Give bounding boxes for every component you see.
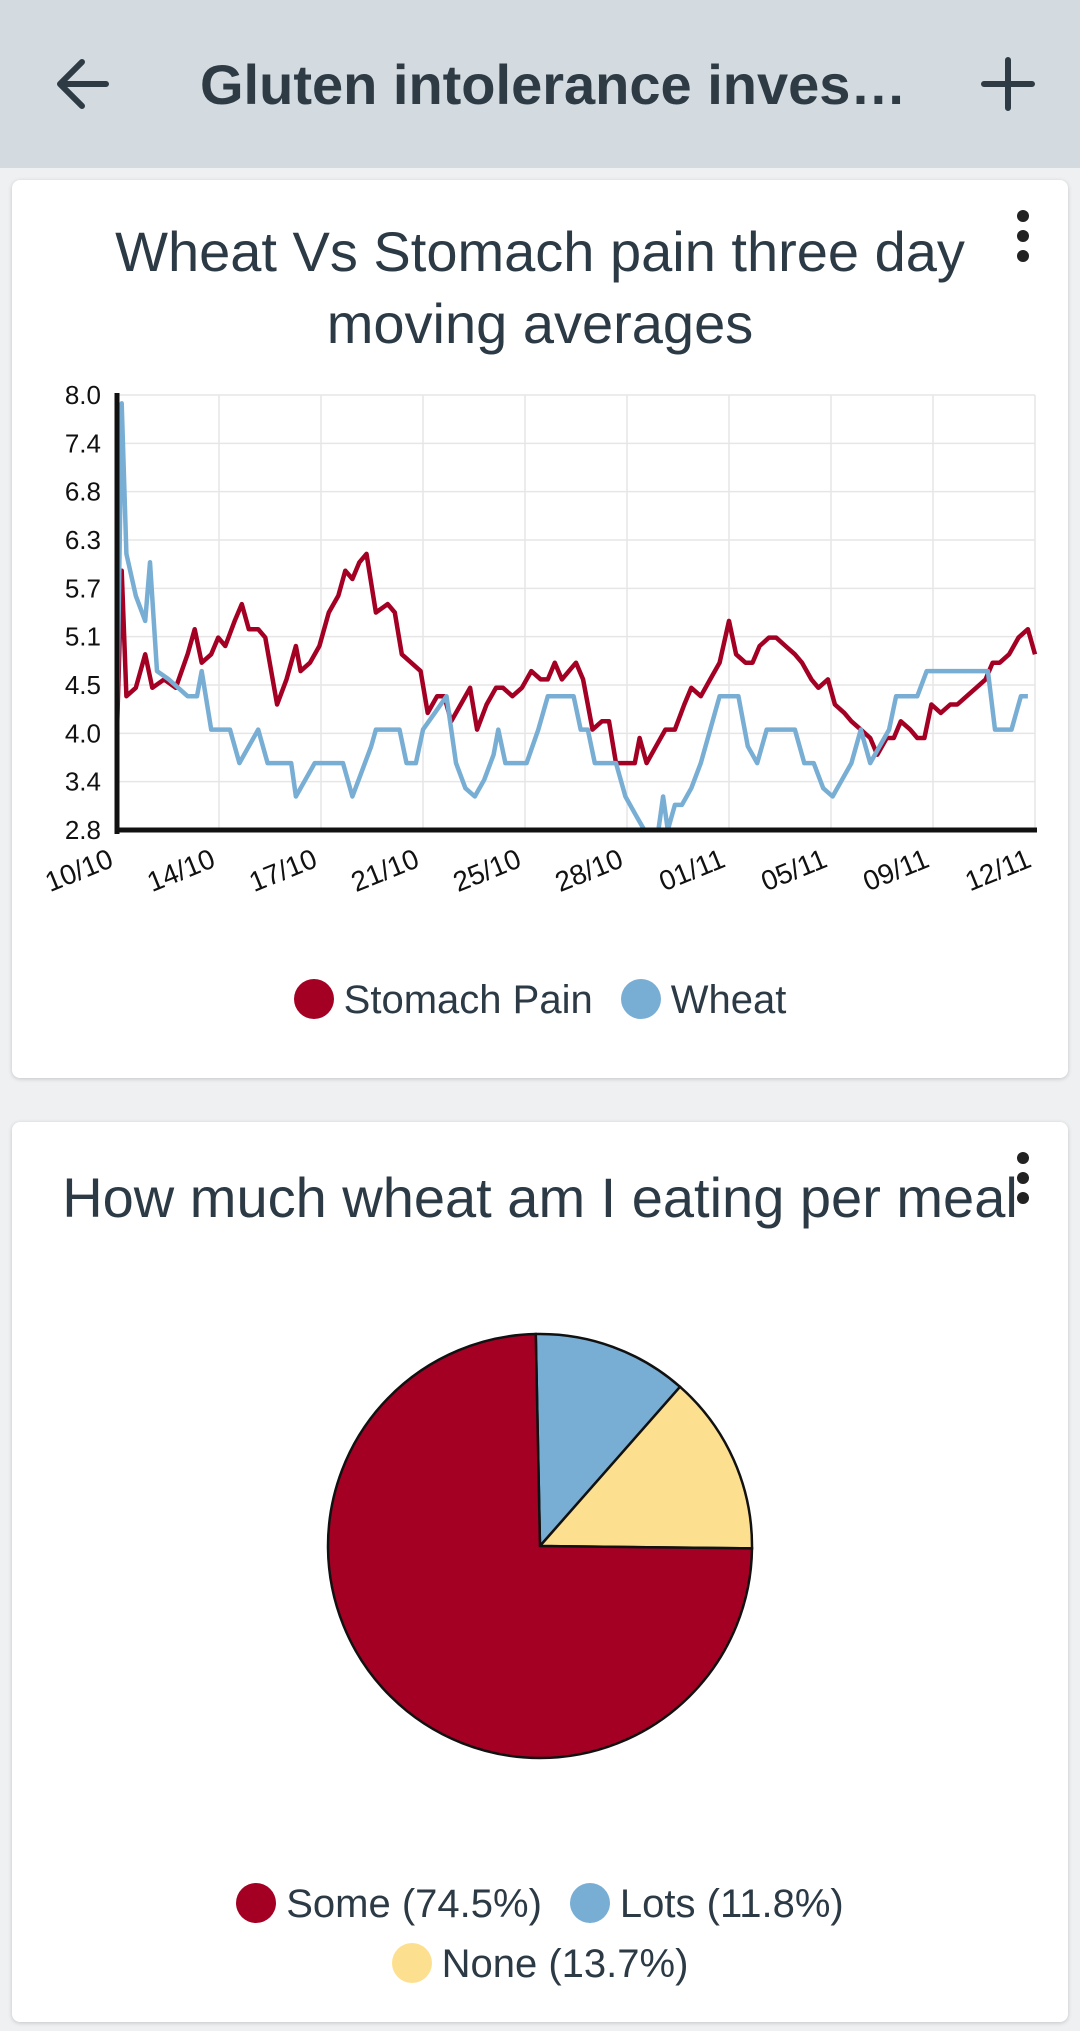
y-tick-label: 4.0 <box>65 718 101 748</box>
y-tick-label: 2.8 <box>65 815 101 845</box>
y-tick-label: 6.8 <box>65 477 101 507</box>
legend-item-lots[interactable]: Lots (11.8%) <box>569 1874 844 1934</box>
line-chart: 8.0 7.4 6.8 6.3 5.7 5.1 4.5 4.0 3.4 2.810/10 14/10… <box>41 380 1038 898</box>
pie-slice-some <box>326 1332 754 1760</box>
pie-chart-card: How much wheat am I eating per meal Some… <box>12 1122 1068 2022</box>
x-tick-label: 09/11 <box>859 843 934 897</box>
legend-label: Stomach Pain <box>343 978 593 1022</box>
pie-chart <box>326 1332 754 1760</box>
y-tick-label: 5.1 <box>65 622 101 652</box>
y-tick-label: 6.3 <box>65 525 101 555</box>
x-tick-label: 05/11 <box>757 843 832 897</box>
legend-swatch <box>293 979 334 1019</box>
more-vert-icon[interactable] <box>1008 208 1038 264</box>
app-bar: Gluten intolerance inves… <box>0 0 1080 168</box>
y-tick-label: 3.4 <box>65 767 101 797</box>
x-tick-label: 12/11 <box>961 843 1036 897</box>
x-tick-label: 21/10 <box>347 843 424 898</box>
x-tick-label: 01/11 <box>655 843 730 897</box>
pie-slice-none <box>537 1385 754 1550</box>
line-chart-title: Wheat Vs Stomach pain three day moving a… <box>115 220 965 355</box>
legend-item-wheat[interactable]: Wheat <box>620 970 787 1030</box>
pie-slice-lots <box>534 1332 682 1550</box>
legend-swatch <box>391 1943 432 1983</box>
page-title: Gluten intolerance inves… <box>200 53 907 116</box>
legend-item-stomach-pain[interactable]: Stomach Pain <box>293 970 593 1030</box>
legend-item-some[interactable]: Some (74.5%) <box>236 1874 542 1934</box>
line-chart-card: Wheat Vs Stomach pain three day moving a… <box>12 180 1068 1078</box>
y-tick-label: 4.5 <box>65 670 101 700</box>
x-tick-label: 14/10 <box>143 843 220 898</box>
y-tick-label: 8.0 <box>65 380 101 410</box>
legend-swatch <box>569 1883 610 1923</box>
legend-label: Wheat <box>670 978 787 1022</box>
legend-swatch <box>236 1883 277 1923</box>
line-chart-legend: Stomach Pain Wheat <box>12 970 1068 1030</box>
pie-chart-legend: Some (74.5%) Lots (11.8%) None (13.7%) <box>160 1874 920 1994</box>
pie-chart-title: How much wheat am I eating per meal <box>62 1166 1018 1229</box>
x-tick-label: 17/10 <box>245 843 322 898</box>
x-tick-label: 10/10 <box>41 843 118 898</box>
plus-icon[interactable] <box>980 48 1036 120</box>
legend-label: None (13.7%) <box>441 1942 689 1986</box>
legend-label: Some (74.5%) <box>286 1882 542 1926</box>
legend-label: Lots (11.8%) <box>619 1882 844 1926</box>
y-tick-label: 5.7 <box>65 573 101 603</box>
x-tick-label: 28/10 <box>551 843 628 898</box>
legend-swatch <box>620 979 661 1019</box>
more-vert-icon[interactable] <box>1008 1150 1038 1206</box>
x-tick-label: 25/10 <box>449 843 526 898</box>
arrow-left-icon[interactable] <box>50 48 116 120</box>
legend-item-none[interactable]: None (13.7%) <box>391 1934 689 1994</box>
y-tick-label: 7.4 <box>65 428 101 458</box>
series-line-wheat <box>114 401 1028 833</box>
grid <box>116 394 1036 831</box>
